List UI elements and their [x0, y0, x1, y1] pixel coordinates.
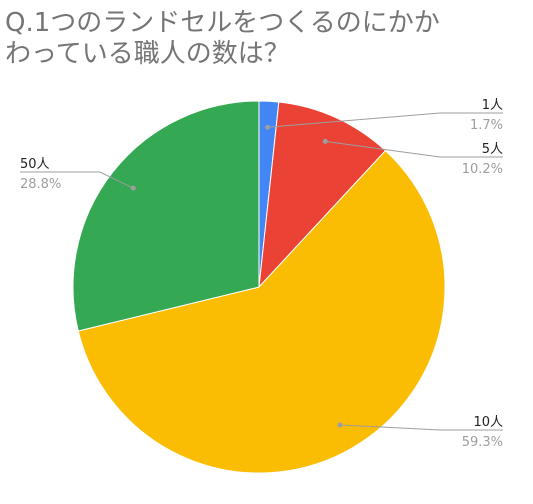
slice-percent-label: 59.3%: [462, 435, 503, 450]
slice-percent-label: 10.2%: [462, 162, 503, 177]
leader-line: [20, 171, 134, 189]
pie-slice: [72, 100, 260, 332]
chart-title-line-1: Q.1つのランドセルをつくるのにかか: [5, 8, 440, 38]
leader-line: [325, 140, 503, 158]
slice-label: 5人: [482, 142, 503, 157]
slice-labels: 1人 1.7% 5人 10.2% 10人 59.3% 50人 28.8%: [20, 98, 503, 450]
slice-label: 50人: [20, 157, 50, 172]
chart-title: Q.1つのランドセルをつくるのにかか わっている職人の数は？: [5, 8, 525, 70]
slice-percent-label: 1.7%: [470, 118, 503, 133]
pie-slice: [258, 101, 387, 289]
slice-label: 1人: [482, 98, 503, 113]
slice-percent-label: 28.8%: [20, 177, 61, 192]
slice-label: 10人: [473, 415, 503, 430]
pie-slices: [72, 100, 446, 474]
pie-slice: [77, 149, 446, 474]
leader-lines: [20, 112, 503, 431]
chart-title-line-2: わっている職人の数は？: [5, 39, 290, 69]
leader-line: [267, 112, 503, 128]
leader-line: [339, 424, 503, 431]
